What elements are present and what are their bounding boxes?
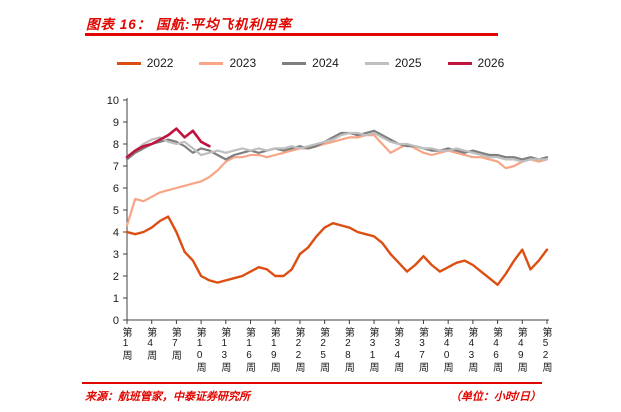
y-tick-label: 3 [113, 249, 119, 261]
y-tick-label: 1 [113, 293, 119, 305]
y-tick-label: 9 [113, 117, 119, 129]
legend-swatch-2025 [364, 61, 389, 65]
legend-swatch-2026 [447, 61, 472, 65]
legend-item-2024: 2024 [282, 56, 339, 70]
series-line-2023 [125, 134, 549, 227]
legend-label-2024: 2024 [312, 56, 339, 70]
y-tick-label: 8 [113, 139, 119, 151]
y-tick-label: 7 [113, 161, 119, 173]
legend-swatch-2023 [199, 61, 224, 65]
legend-label-2023: 2023 [229, 56, 257, 70]
chart-footer: 来源：航班管家，中泰证券研究所 （单位：小时/日） [85, 388, 541, 404]
title-divider [85, 33, 498, 36]
legend-label-2026: 2026 [477, 56, 505, 70]
legend-swatch-2022 [116, 61, 141, 65]
y-tick-label: 5 [113, 205, 119, 217]
series-line-2025 [125, 131, 549, 163]
legend-swatch-2024 [282, 61, 307, 65]
unit-text: （单位：小时/日） [449, 391, 541, 403]
legend-item-2026: 2026 [447, 56, 505, 70]
y-tick-label: 4 [113, 227, 119, 239]
y-tick-label: 0 [113, 315, 119, 327]
y-tick-label: 6 [113, 183, 119, 195]
legend-item-2023: 2023 [199, 56, 256, 70]
y-tick-label: 2 [113, 271, 119, 283]
footer-divider [82, 382, 542, 384]
legend-label-2022: 2022 [146, 56, 174, 70]
legend-item-2025: 2025 [364, 56, 422, 70]
legend-item-2022: 2022 [116, 56, 174, 70]
chart-legend: 2022 2023 2024 2025 2026 [0, 56, 621, 70]
source-text: 来源：航班管家，中泰证券研究所 [85, 391, 250, 403]
legend-label-2025: 2025 [394, 56, 422, 70]
series-line-2022 [125, 215, 549, 286]
series-line-2026 [125, 127, 211, 159]
chart-title: 图表 16： 国航:平均飞机利用率 [86, 17, 293, 32]
y-tick-label: 10 [107, 95, 119, 107]
